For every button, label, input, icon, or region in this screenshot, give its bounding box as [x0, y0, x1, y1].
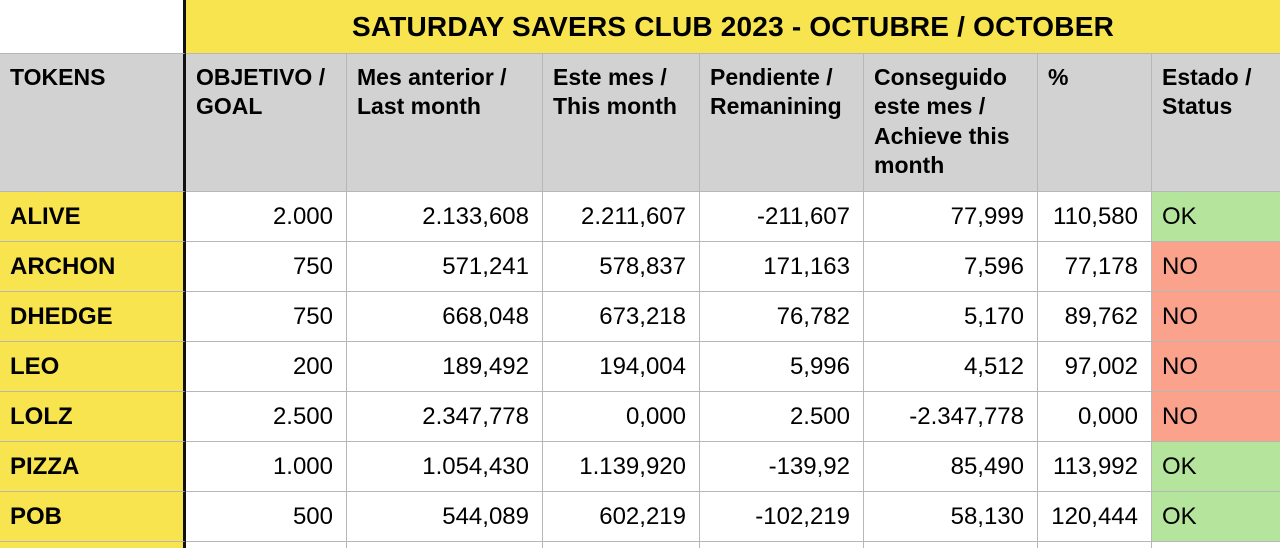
remaining-cell[interactable]: -102,219 — [700, 492, 864, 542]
achieved-cell[interactable]: 4,512 — [864, 342, 1038, 392]
last-month-cell[interactable]: 571,241 — [347, 242, 543, 292]
column-header-this-month[interactable]: Este mes / This month — [543, 54, 700, 192]
achieved-cell[interactable]: -2.347,778 — [864, 392, 1038, 442]
this-month-cell[interactable]: 2.211,607 — [543, 192, 700, 242]
this-month-cell[interactable]: 602,219 — [543, 492, 700, 542]
goal-cell[interactable]: 500 — [186, 492, 347, 542]
remaining-cell[interactable]: 5,996 — [700, 342, 864, 392]
table-row-pizza: PIZZA 1.000 1.054,430 1.139,920 -139,92 … — [0, 442, 1280, 492]
table-row-dhedge: DHEDGE 750 668,048 673,218 76,782 5,170 … — [0, 292, 1280, 342]
token-name-cell[interactable]: PIZZA — [0, 442, 186, 492]
achieved-cell[interactable]: 77,999 — [864, 192, 1038, 242]
column-header-remaining[interactable]: Pendiente / Remanining — [700, 54, 864, 192]
status-badge[interactable]: OK — [1152, 192, 1280, 242]
this-month-cell[interactable]: 1.139,920 — [543, 442, 700, 492]
status-badge[interactable]: NO — [1152, 342, 1280, 392]
corner-cell[interactable] — [0, 0, 186, 54]
column-header-achieved[interactable]: Conseguido este mes / Achieve this month — [864, 54, 1038, 192]
remaining-cell[interactable]: 171,163 — [700, 242, 864, 292]
cutoff-row — [0, 542, 1280, 548]
remaining-cell[interactable]: -139,92 — [700, 442, 864, 492]
achieved-cell[interactable]: 85,490 — [864, 442, 1038, 492]
token-name-cell[interactable]: ALIVE — [0, 192, 186, 242]
this-month-cell[interactable]: 578,837 — [543, 242, 700, 292]
cutoff-token-cell — [0, 542, 186, 548]
status-badge[interactable]: NO — [1152, 242, 1280, 292]
status-badge[interactable]: OK — [1152, 492, 1280, 542]
achieved-cell[interactable]: 5,170 — [864, 292, 1038, 342]
status-badge[interactable]: NO — [1152, 292, 1280, 342]
table-row-pob: POB 500 544,089 602,219 -102,219 58,130 … — [0, 492, 1280, 542]
table-row-alive: ALIVE 2.000 2.133,608 2.211,607 -211,607… — [0, 192, 1280, 242]
goal-cell[interactable]: 200 — [186, 342, 347, 392]
column-header-status[interactable]: Estado / Status — [1152, 54, 1280, 192]
status-badge[interactable]: NO — [1152, 392, 1280, 442]
token-name-cell[interactable]: POB — [0, 492, 186, 542]
this-month-cell[interactable]: 0,000 — [543, 392, 700, 442]
last-month-cell[interactable]: 668,048 — [347, 292, 543, 342]
last-month-cell[interactable]: 544,089 — [347, 492, 543, 542]
title-row: SATURDAY SAVERS CLUB 2023 - OCTUBRE / OC… — [0, 0, 1280, 54]
percent-cell[interactable]: 97,002 — [1038, 342, 1152, 392]
table-row-lolz: LOLZ 2.500 2.347,778 0,000 2.500 -2.347,… — [0, 392, 1280, 442]
last-month-cell[interactable]: 2.133,608 — [347, 192, 543, 242]
status-badge[interactable]: OK — [1152, 442, 1280, 492]
table-row-archon: ARCHON 750 571,241 578,837 171,163 7,596… — [0, 242, 1280, 292]
percent-cell[interactable]: 77,178 — [1038, 242, 1152, 292]
table-row-leo: LEO 200 189,492 194,004 5,996 4,512 97,0… — [0, 342, 1280, 392]
page-title[interactable]: SATURDAY SAVERS CLUB 2023 - OCTUBRE / OC… — [186, 0, 1280, 54]
this-month-cell[interactable]: 194,004 — [543, 342, 700, 392]
column-header-goal[interactable]: OBJETIVO / GOAL — [186, 54, 347, 192]
this-month-cell[interactable]: 673,218 — [543, 292, 700, 342]
remaining-cell[interactable]: -211,607 — [700, 192, 864, 242]
last-month-cell[interactable]: 189,492 — [347, 342, 543, 392]
column-header-tokens[interactable]: TOKENS — [0, 54, 186, 192]
last-month-cell[interactable]: 2.347,778 — [347, 392, 543, 442]
achieved-cell[interactable]: 58,130 — [864, 492, 1038, 542]
percent-cell[interactable]: 113,992 — [1038, 442, 1152, 492]
goal-cell[interactable]: 1.000 — [186, 442, 347, 492]
goal-cell[interactable]: 2.000 — [186, 192, 347, 242]
token-name-cell[interactable]: LOLZ — [0, 392, 186, 442]
achieved-cell[interactable]: 7,596 — [864, 242, 1038, 292]
column-header-last-month[interactable]: Mes anterior / Last month — [347, 54, 543, 192]
percent-cell[interactable]: 89,762 — [1038, 292, 1152, 342]
percent-cell[interactable]: 120,444 — [1038, 492, 1152, 542]
token-name-cell[interactable]: ARCHON — [0, 242, 186, 292]
percent-cell[interactable]: 110,580 — [1038, 192, 1152, 242]
goal-cell[interactable]: 2.500 — [186, 392, 347, 442]
token-name-cell[interactable]: DHEDGE — [0, 292, 186, 342]
last-month-cell[interactable]: 1.054,430 — [347, 442, 543, 492]
remaining-cell[interactable]: 76,782 — [700, 292, 864, 342]
column-header-percent[interactable]: % — [1038, 54, 1152, 192]
goal-cell[interactable]: 750 — [186, 292, 347, 342]
remaining-cell[interactable]: 2.500 — [700, 392, 864, 442]
goal-cell[interactable]: 750 — [186, 242, 347, 292]
token-name-cell[interactable]: LEO — [0, 342, 186, 392]
percent-cell[interactable]: 0,000 — [1038, 392, 1152, 442]
header-row: TOKENS OBJETIVO / GOAL Mes anterior / La… — [0, 54, 1280, 192]
